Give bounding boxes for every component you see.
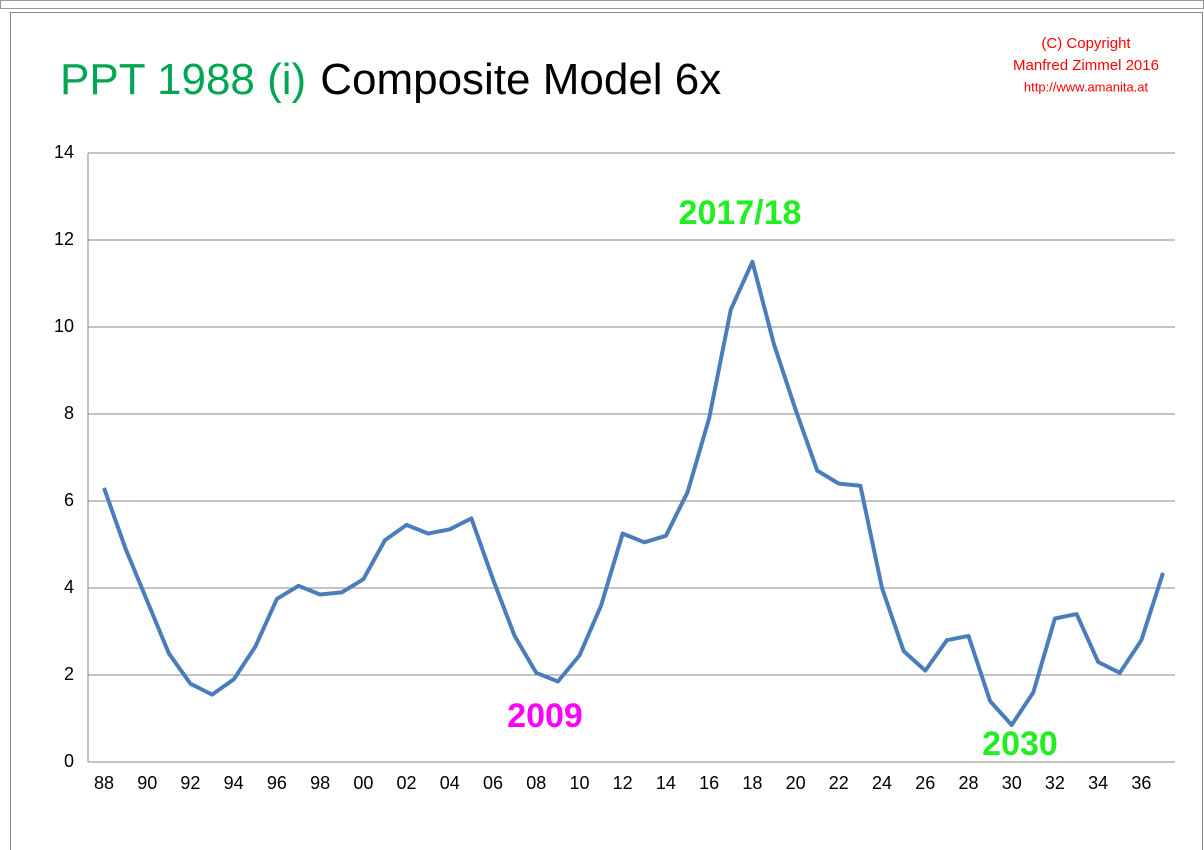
x-tick-label: 10 [569, 773, 589, 793]
chart-title: PPT 1988 (i) Composite Model 6x [60, 55, 721, 104]
x-tick-label: 94 [224, 773, 244, 793]
x-tick-label: 30 [1002, 773, 1022, 793]
x-tick-label: 36 [1131, 773, 1151, 793]
x-tick-label: 18 [742, 773, 762, 793]
y-tick-label: 12 [54, 229, 74, 249]
copyright: (C) Copyright [1041, 35, 1131, 52]
y-tick-label: 6 [64, 490, 74, 510]
y-tick-label: 10 [54, 316, 74, 336]
x-tick-label: 04 [440, 773, 460, 793]
x-tick-label: 98 [310, 773, 330, 793]
x-tick-label: 96 [267, 773, 287, 793]
x-tick-label: 88 [94, 773, 114, 793]
x-tick-label: 22 [829, 773, 849, 793]
x-tick-label: 02 [397, 773, 417, 793]
title-part: PPT 1988 (i) [60, 55, 306, 104]
x-tick-label: 12 [613, 773, 633, 793]
y-tick-label: 2 [64, 664, 74, 684]
x-tick-label: 14 [656, 773, 676, 793]
series-line [102, 259, 1165, 727]
x-tick-label: 92 [180, 773, 200, 793]
chart-frame [10, 12, 1203, 850]
x-tick-label: 28 [958, 773, 978, 793]
x-tick-label: 26 [915, 773, 935, 793]
x-tick-label: 16 [699, 773, 719, 793]
y-tick-label: 4 [64, 577, 74, 597]
x-tick-label: 06 [483, 773, 503, 793]
y-tick-label: 8 [64, 403, 74, 423]
x-tick-label: 32 [1045, 773, 1065, 793]
x-tick-label: 34 [1088, 773, 1108, 793]
x-tick-label: 08 [526, 773, 546, 793]
top-frame [0, 0, 1204, 9]
x-tick-label: 20 [786, 773, 806, 793]
copyright: Manfred Zimmel 2016 [1013, 57, 1159, 74]
annotation: 2030 [982, 725, 1058, 763]
x-tick-label: 24 [872, 773, 892, 793]
annotation: 2009 [507, 697, 583, 735]
annotation: 2017/18 [679, 194, 802, 232]
y-tick-label: 14 [54, 142, 74, 162]
x-tick-label: 00 [353, 773, 373, 793]
title-part: Composite Model 6x [320, 55, 721, 104]
y-tick-label: 0 [64, 751, 74, 771]
x-tick-label: 90 [137, 773, 157, 793]
copyright: http://www.amanita.at [1024, 79, 1149, 94]
